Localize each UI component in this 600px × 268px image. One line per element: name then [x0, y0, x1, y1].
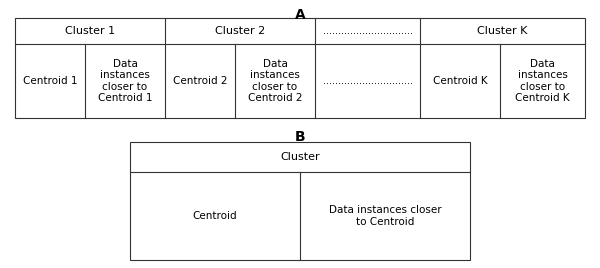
Text: Cluster 2: Cluster 2	[215, 26, 265, 36]
Text: Data
instances
closer to
Centroid 1: Data instances closer to Centroid 1	[98, 59, 152, 103]
Text: Centroid K: Centroid K	[433, 76, 487, 86]
Text: Data instances closer
to Centroid: Data instances closer to Centroid	[329, 205, 442, 227]
Text: Centroid: Centroid	[193, 211, 238, 221]
Text: Centroid 1: Centroid 1	[23, 76, 77, 86]
Text: Cluster 1: Cluster 1	[65, 26, 115, 36]
Text: ..............................: ..............................	[323, 26, 413, 36]
Text: A: A	[295, 8, 305, 22]
Bar	[130, 142, 470, 260]
Text: B: B	[295, 130, 305, 144]
Bar	[15, 18, 585, 118]
Text: ..............................: ..............................	[323, 76, 413, 86]
Text: Data
instances
closer to
Centroid 2: Data instances closer to Centroid 2	[248, 59, 302, 103]
Text: Cluster K: Cluster K	[478, 26, 527, 36]
Text: Cluster: Cluster	[280, 152, 320, 162]
Text: Centroid 2: Centroid 2	[173, 76, 227, 86]
Text: Data
instances
closer to
Centroid K: Data instances closer to Centroid K	[515, 59, 570, 103]
